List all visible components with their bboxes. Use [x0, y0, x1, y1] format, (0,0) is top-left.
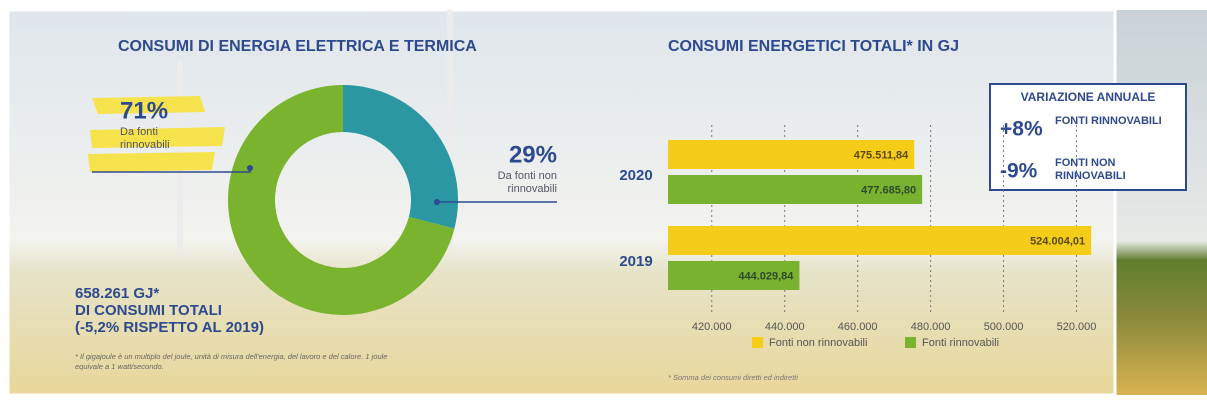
chart-title: CONSUMI ENERGETICI TOTALI* IN GJ	[668, 38, 959, 55]
x-tick-label: 520.000	[1057, 321, 1097, 333]
bar	[668, 140, 915, 169]
annotation-value: -9%	[1000, 160, 1038, 183]
legend-label: Fonti rinnovabili	[922, 337, 999, 349]
x-tick-label: 480.000	[911, 321, 951, 333]
value-label: 524.004,01	[1030, 235, 1085, 247]
x-tick-label: 440.000	[765, 321, 805, 333]
legend-swatch	[905, 337, 916, 348]
donut-slice	[343, 85, 458, 229]
value-label: 71%	[120, 97, 168, 124]
leader-dot	[247, 165, 253, 171]
leader-dot	[434, 199, 440, 205]
highlight	[88, 96, 225, 172]
value-label: 475.511,84	[854, 149, 909, 161]
footnote: * Somma dei consumi diretti ed indiretti	[668, 373, 798, 382]
annotation-label: FONTI NON RINNOVABILI	[1055, 157, 1126, 182]
legend-swatch	[752, 337, 763, 348]
x-tick-label: 460.000	[838, 321, 878, 333]
donut-slice	[228, 85, 455, 316]
value-label: 444.029,84	[738, 270, 794, 282]
panel	[6, 8, 1117, 397]
x-tick-label: 420.000	[692, 321, 732, 333]
bar	[668, 226, 1092, 255]
category-label: Da fonti rinnovabili	[120, 126, 170, 151]
category-label: Da fonti non rinnovabili	[497, 170, 557, 195]
legend-label: Fonti non rinnovabili	[769, 337, 867, 349]
y-tick-label: 2019	[619, 253, 652, 270]
bar	[668, 175, 923, 204]
footnote: * Il gigajoule è un multiplo del joule, …	[75, 352, 388, 371]
total-label: (-5,2% RISPETTO AL 2019)	[75, 319, 264, 336]
annotation-box	[989, 83, 1187, 191]
bar	[668, 261, 800, 290]
photo-strip	[1115, 10, 1207, 395]
x-tick-label: 500.000	[984, 321, 1024, 333]
annotation-label: FONTI RINNOVABILI	[1055, 115, 1162, 127]
annotation-value: +8%	[1000, 118, 1043, 141]
y-tick-label: 2020	[619, 167, 652, 184]
total-label: DI CONSUMI TOTALI	[75, 302, 222, 319]
chart-title: CONSUMI DI ENERGIA ELETTRICA E TERMICA	[118, 38, 477, 55]
total-label: 658.261 GJ*	[75, 285, 159, 302]
value-label: 29%	[509, 141, 557, 168]
value-label: 477.685,80	[861, 184, 916, 196]
annotation-title: VARIAZIONE ANNUALE	[1021, 90, 1156, 104]
